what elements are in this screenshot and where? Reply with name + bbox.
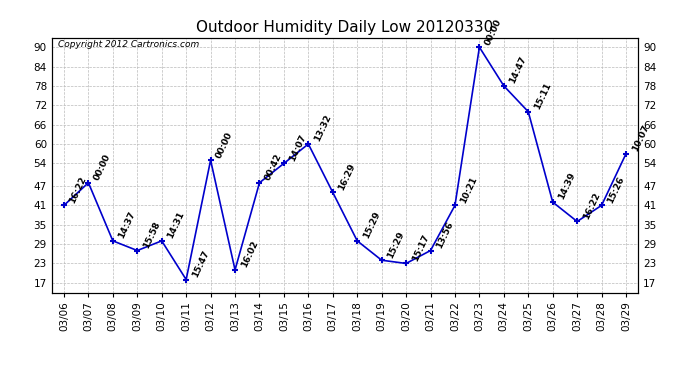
Text: Copyright 2012 Cartronics.com: Copyright 2012 Cartronics.com bbox=[58, 40, 199, 49]
Text: 14:37: 14:37 bbox=[117, 210, 137, 240]
Text: 15:29: 15:29 bbox=[386, 230, 406, 260]
Text: 16:22: 16:22 bbox=[68, 175, 88, 205]
Text: 00:00: 00:00 bbox=[215, 130, 235, 159]
Text: 10:21: 10:21 bbox=[459, 175, 480, 205]
Text: 14:39: 14:39 bbox=[557, 171, 578, 201]
Title: Outdoor Humidity Daily Low 20120330: Outdoor Humidity Daily Low 20120330 bbox=[197, 20, 493, 35]
Text: 14:47: 14:47 bbox=[508, 55, 529, 85]
Text: 16:22: 16:22 bbox=[581, 191, 602, 221]
Text: 14:07: 14:07 bbox=[288, 133, 308, 163]
Text: 13:56: 13:56 bbox=[435, 220, 455, 250]
Text: 15:47: 15:47 bbox=[190, 249, 210, 279]
Text: 16:29: 16:29 bbox=[337, 162, 357, 192]
Text: 00:00: 00:00 bbox=[92, 153, 112, 182]
Text: 15:29: 15:29 bbox=[362, 210, 382, 240]
Text: 13:32: 13:32 bbox=[313, 114, 333, 143]
Text: 00:00: 00:00 bbox=[484, 17, 504, 46]
Text: 10:07: 10:07 bbox=[630, 123, 651, 153]
Text: 15:58: 15:58 bbox=[141, 220, 161, 250]
Text: 15:11: 15:11 bbox=[533, 81, 553, 111]
Text: 15:17: 15:17 bbox=[411, 233, 431, 262]
Text: 00:42: 00:42 bbox=[264, 152, 284, 182]
Text: 14:31: 14:31 bbox=[166, 210, 186, 240]
Text: 15:26: 15:26 bbox=[606, 175, 626, 205]
Text: 16:02: 16:02 bbox=[239, 240, 259, 269]
